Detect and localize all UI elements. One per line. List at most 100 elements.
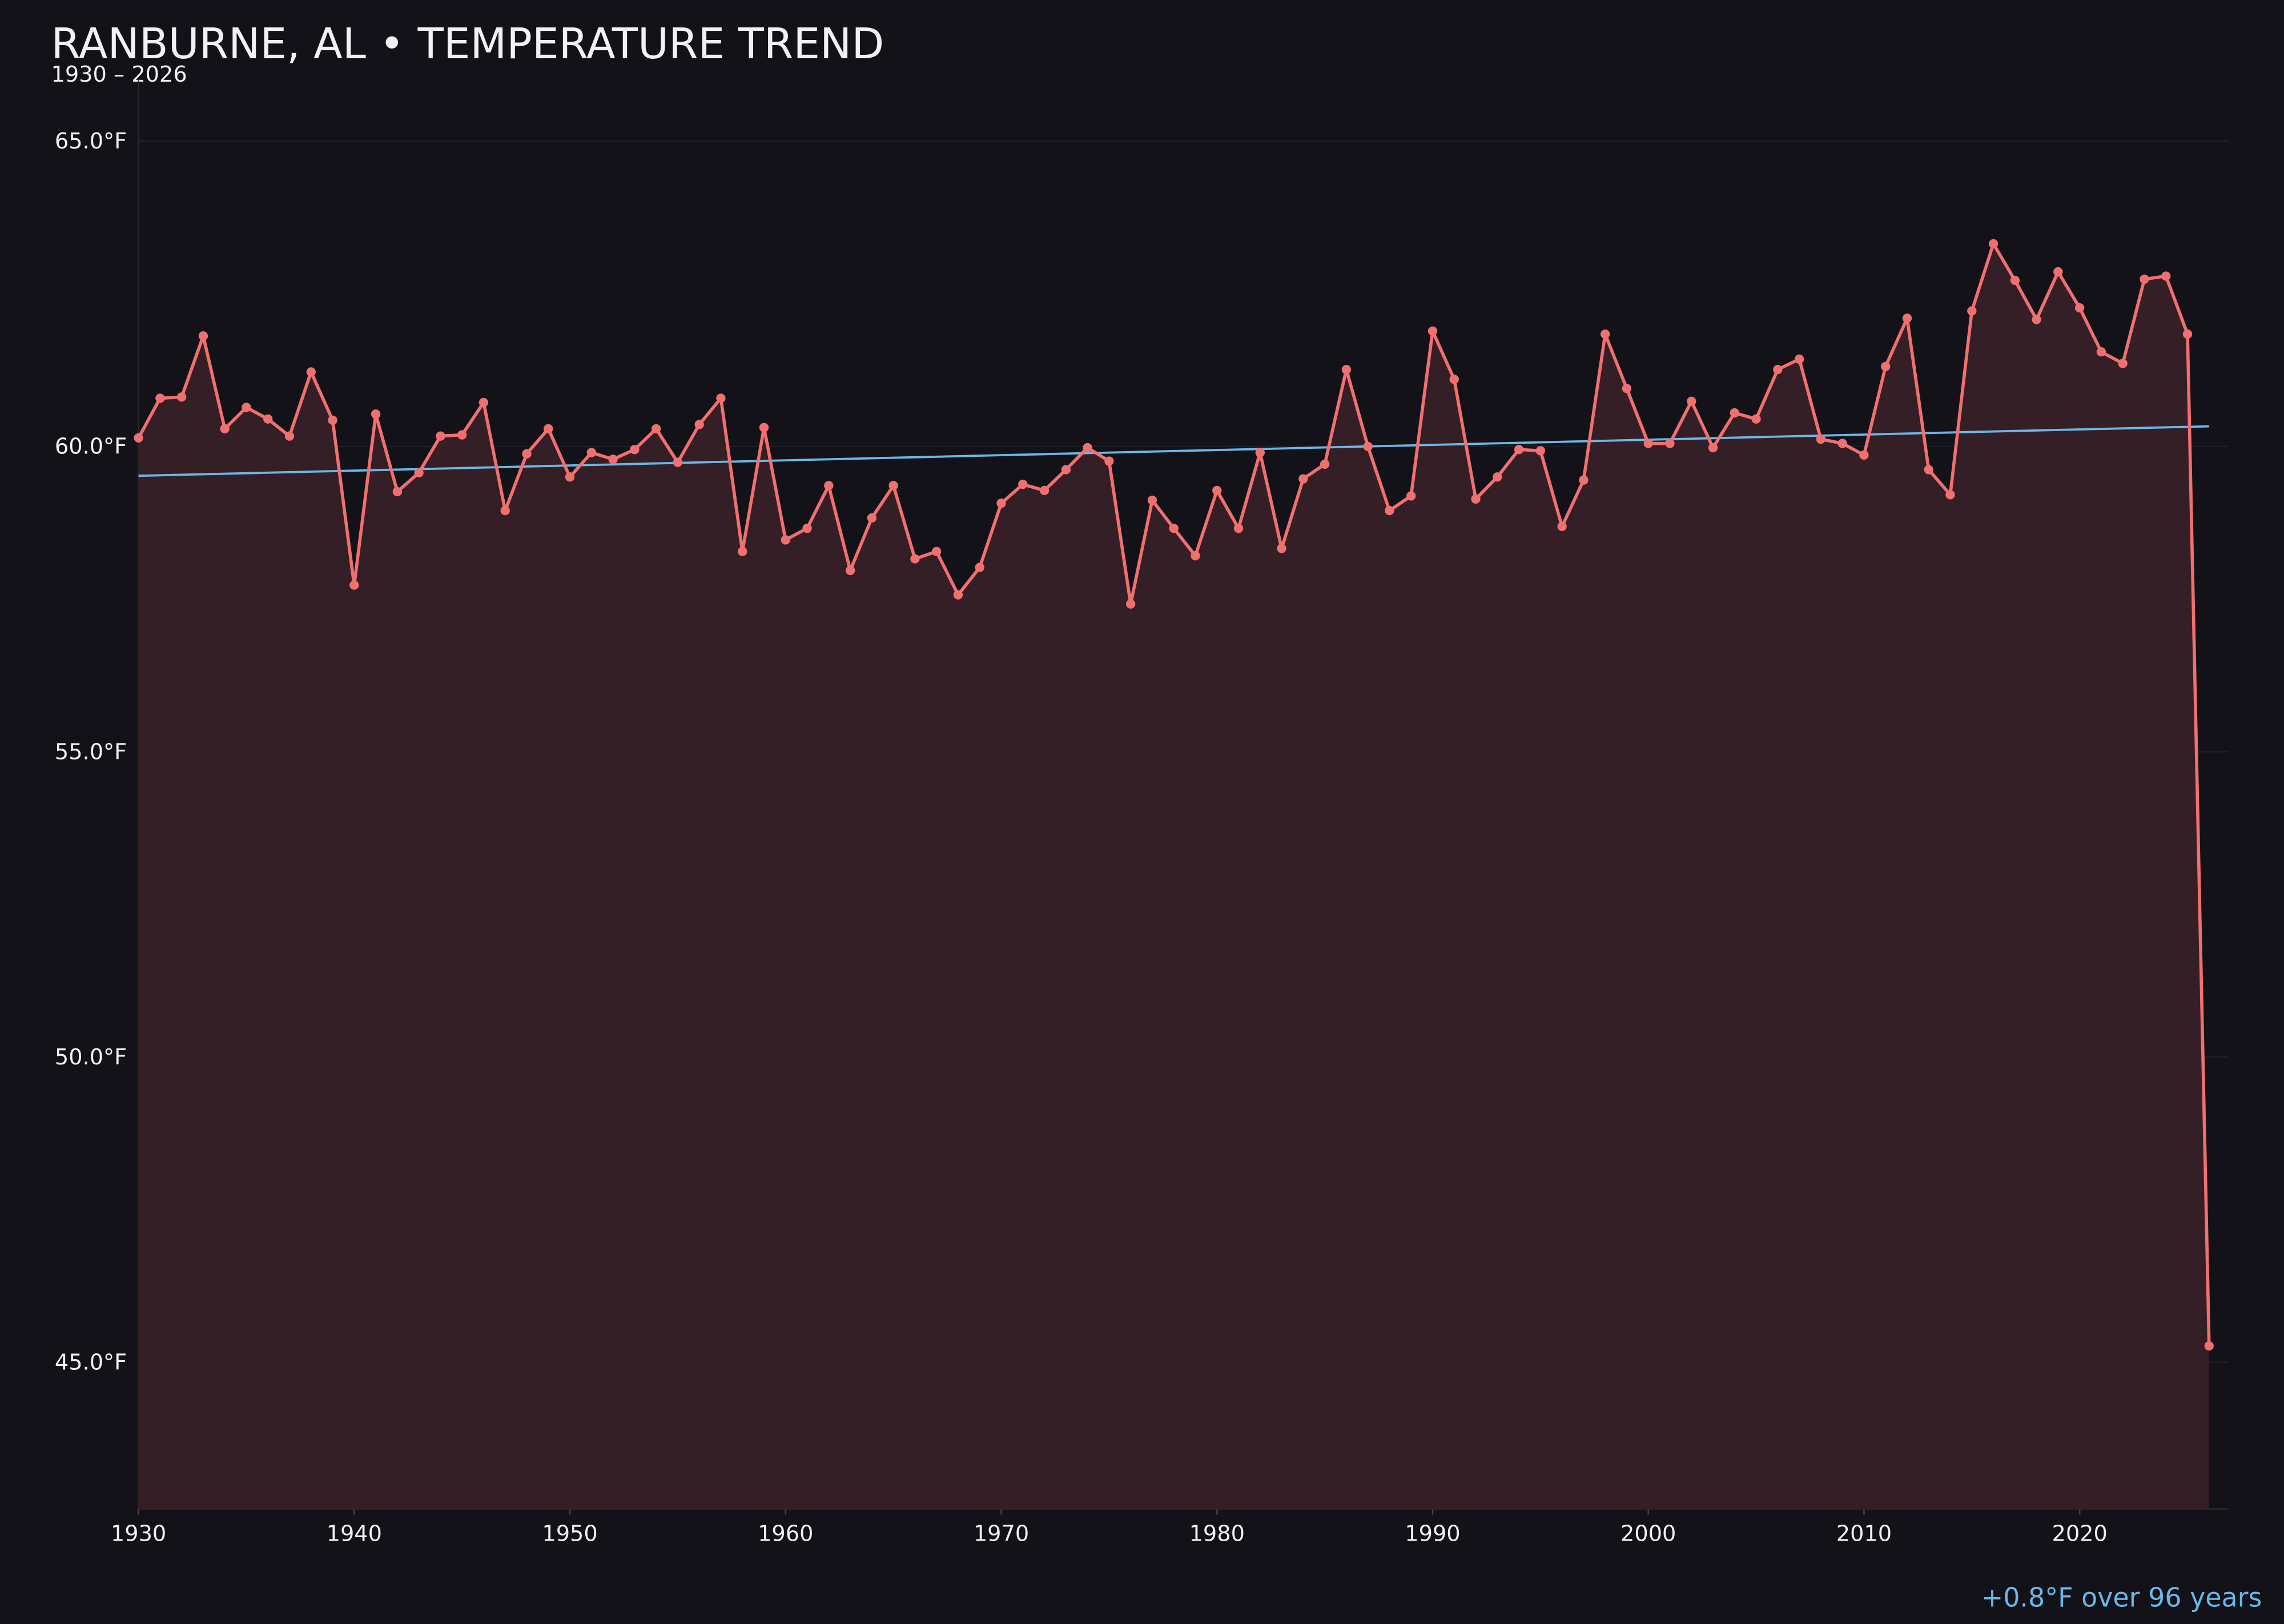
marker	[2032, 315, 2041, 324]
marker	[1881, 361, 1891, 371]
trend-line	[138, 425, 2209, 477]
x-tick-label: 1960	[758, 1521, 813, 1547]
marker	[1255, 448, 1265, 457]
marker	[824, 481, 834, 491]
marker	[1600, 329, 1610, 339]
marker	[565, 472, 575, 482]
marker	[1579, 475, 1589, 485]
marker	[694, 420, 704, 429]
marker	[1859, 450, 1869, 460]
marker	[1967, 306, 1977, 316]
marker	[1406, 491, 1416, 501]
x-tick-label: 2020	[2052, 1521, 2107, 1547]
marker	[263, 414, 273, 424]
marker	[1191, 551, 1200, 561]
marker	[1449, 375, 1459, 384]
marker	[436, 431, 445, 441]
marker	[2118, 359, 2128, 368]
marker	[1687, 396, 1696, 406]
marker	[1298, 474, 1308, 484]
marker	[1212, 485, 1222, 496]
marker	[220, 424, 230, 434]
marker	[673, 457, 683, 467]
x-tick-label: 1950	[542, 1521, 597, 1547]
marker	[349, 580, 359, 590]
marker	[1493, 472, 1502, 482]
x-tick-label: 1940	[327, 1521, 382, 1547]
marker	[1816, 434, 1826, 444]
marker	[1773, 364, 1783, 375]
marker	[1104, 456, 1114, 466]
marker	[1708, 443, 1718, 453]
marker	[716, 393, 726, 403]
marker	[500, 505, 510, 516]
marker	[1147, 495, 1157, 505]
x-tick-label: 1990	[1405, 1521, 1460, 1547]
marker	[1837, 439, 1847, 448]
marker	[1083, 443, 1092, 453]
area	[138, 243, 2209, 1509]
marker	[2053, 267, 2063, 277]
x-tick-label: 1980	[1189, 1521, 1245, 1547]
marker	[608, 455, 618, 464]
marker	[1988, 239, 1998, 249]
marker	[1730, 408, 1739, 418]
marker	[371, 409, 381, 419]
marker	[1751, 414, 1761, 424]
marker	[478, 397, 489, 408]
chart-title: RANBURNE, AL • TEMPERATURE TREND	[51, 19, 884, 69]
marker	[1061, 465, 1071, 475]
trend-annotation: +0.8°F over 96 years	[1981, 1582, 2262, 1613]
marker	[414, 468, 424, 478]
marker	[544, 424, 553, 434]
marker	[651, 424, 661, 434]
marker	[1039, 485, 1049, 496]
marker	[1622, 384, 1632, 393]
marker	[457, 430, 467, 440]
marker	[1794, 354, 1804, 364]
marker	[1125, 599, 1136, 609]
marker	[867, 513, 877, 523]
marker	[328, 415, 337, 425]
x-tick-label: 1930	[111, 1521, 166, 1547]
marker	[1363, 441, 1373, 452]
marker	[1169, 524, 1179, 533]
marker	[2010, 275, 2020, 286]
marker	[2161, 271, 2171, 281]
marker	[1320, 459, 1330, 469]
marker	[1471, 494, 1481, 504]
x-tick-label: 2000	[1620, 1521, 1676, 1547]
marker	[975, 562, 984, 572]
x-tick-label: 1970	[974, 1521, 1029, 1547]
marker	[2096, 347, 2106, 357]
marker	[198, 331, 208, 341]
marker	[738, 546, 747, 556]
marker	[155, 393, 165, 403]
y-tick-label: 60.0°F	[55, 434, 127, 460]
marker	[176, 392, 187, 402]
marker	[392, 487, 403, 497]
marker	[2140, 274, 2149, 284]
marker	[1277, 544, 1286, 553]
marker	[1665, 439, 1675, 448]
marker	[1535, 446, 1546, 456]
marker	[953, 590, 963, 600]
marker	[630, 445, 640, 455]
y-tick-label: 65.0°F	[55, 128, 127, 154]
marker	[781, 535, 790, 545]
y-tick-label: 45.0°F	[55, 1350, 127, 1376]
chart-subtitle: 1930 – 2026	[51, 62, 187, 87]
marker	[2075, 303, 2085, 313]
marker	[1233, 524, 1244, 533]
marker	[134, 433, 143, 443]
marker	[2204, 1341, 2214, 1351]
marker	[1557, 521, 1567, 532]
marker	[1385, 505, 1394, 516]
marker	[932, 546, 942, 556]
marker	[1341, 364, 1352, 375]
marker	[1924, 465, 1933, 475]
marker	[996, 499, 1006, 508]
marker	[284, 431, 295, 441]
marker	[1902, 313, 1912, 323]
